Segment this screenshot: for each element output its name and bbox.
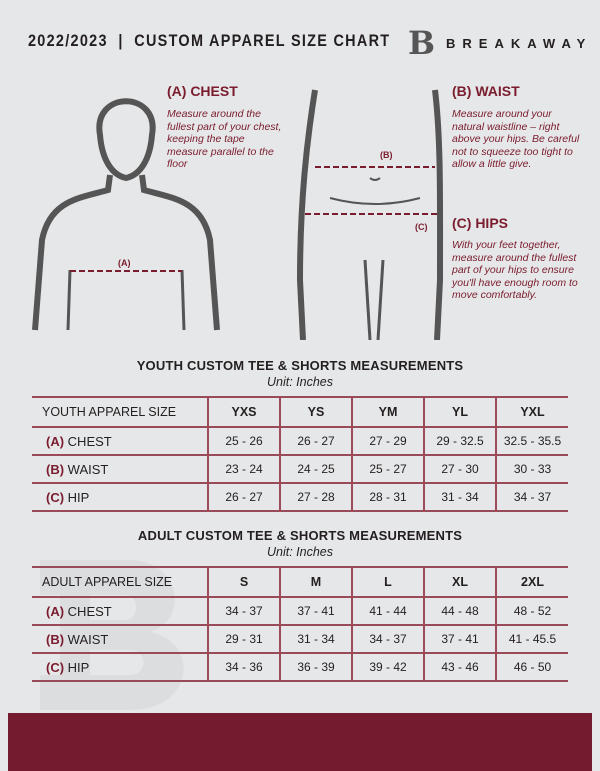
table-row: (A) CHEST 25 - 26 26 - 27 27 - 29 29 - 32.5 3… [32, 427, 568, 456]
chest-title: (A) CHEST [167, 83, 238, 99]
table-header: YOUTH APPAREL SIZE YXS YS YM YL YXL [32, 396, 568, 428]
table-row: (B) WAIST 23 - 24 24 - 25 25 - 27 27 - 30 30 … [32, 455, 568, 484]
waist-title: (B) WAIST [452, 83, 520, 99]
marker-b: (B) [380, 150, 393, 160]
chest-description: Measure around the fullest part of your … [167, 108, 282, 170]
page-title: 2022/2023 | CUSTOM APPAREL SIZE CHART [28, 31, 391, 50]
footer-bar [8, 713, 592, 771]
youth-title: YOUTH CUSTOM TEE & SHORTS MEASUREMENTS [136, 358, 464, 373]
brand-logo: B BREAKAWAY [408, 24, 592, 62]
youth-table: YOUTH APPAREL SIZE YXS YS YM YL YXL (A) CHEST… [32, 396, 568, 512]
waist-description: Measure around your natural waistline – … [452, 108, 580, 170]
youth-unit: Unit: Inches [266, 375, 333, 389]
hips-title: (C) HIPS [452, 215, 508, 231]
table-header: ADULT APPAREL SIZE S M L XL 2XL [32, 566, 568, 598]
marker-a: (A) [118, 258, 131, 268]
table-row: (A) CHEST 34 - 37 37 - 41 41 - 44 44 - 48 48 … [32, 597, 568, 626]
hips-description: With your feet together, measure around … [452, 239, 578, 301]
logo-b-icon: B [408, 24, 436, 62]
adult-unit: Unit: Inches [266, 545, 333, 559]
brand-name: BREAKAWAY [446, 35, 593, 51]
table-row: (B) WAIST 29 - 31 31 - 34 34 - 37 37 - 41 41 … [32, 625, 568, 654]
waist-figure-icon: (B) (C) [296, 89, 444, 340]
table-row: (C) HIP 34 - 36 36 - 39 39 - 42 43 - 46 46 - … [32, 653, 568, 682]
table-row: (C) HIP 26 - 27 27 - 28 28 - 31 31 - 34 34 - … [32, 483, 568, 512]
torso-figure-icon: (A) [32, 98, 220, 331]
marker-c: (C) [415, 222, 428, 232]
adult-table: ADULT APPAREL SIZE S M L XL 2XL (A) CHEST 34 -… [32, 566, 568, 682]
adult-title: ADULT CUSTOM TEE & SHORTS MEASUREMENTS [137, 528, 463, 543]
